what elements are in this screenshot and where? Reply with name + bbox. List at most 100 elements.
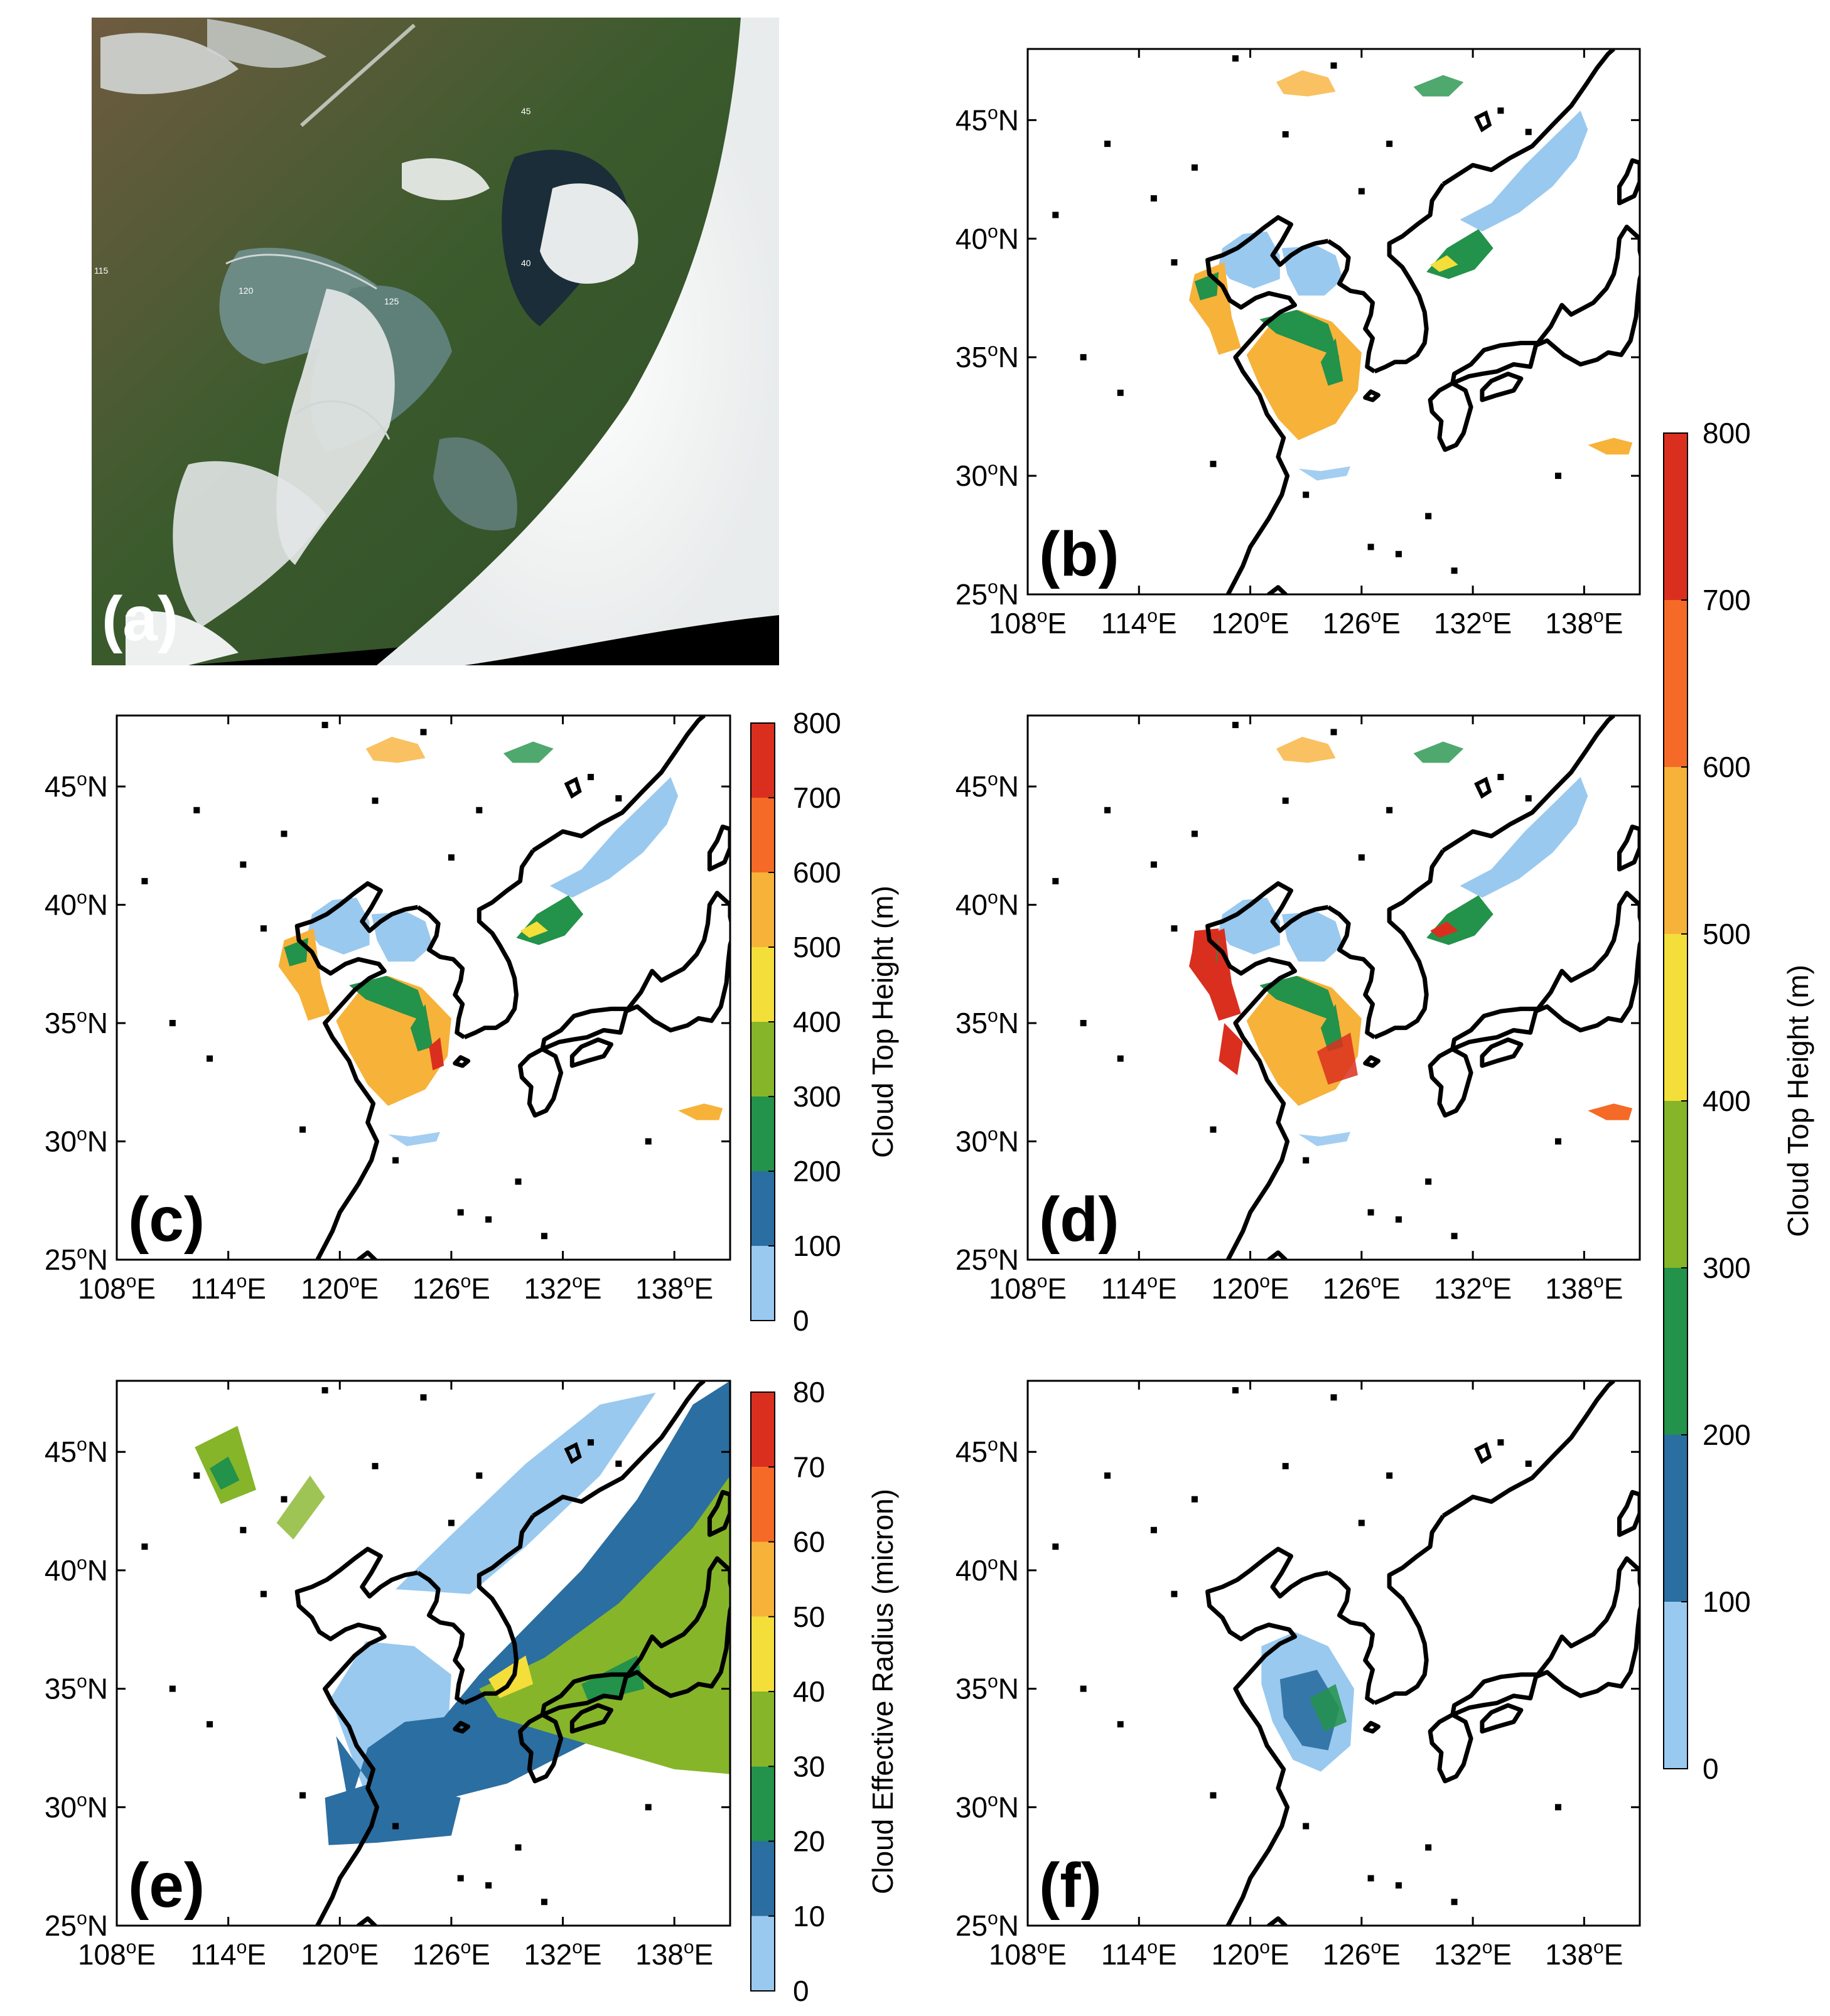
colorbar-swatch <box>751 1692 775 1767</box>
island-speck <box>1282 797 1289 804</box>
colorbar-tick-label: 100 <box>793 1230 841 1262</box>
coastline <box>416 905 466 1039</box>
island-speck <box>1210 1126 1217 1133</box>
colorbar-tick-label: 40 <box>793 1675 825 1708</box>
island-speck <box>1232 55 1239 62</box>
lat-tick-label: 40oN <box>955 1553 1019 1587</box>
island-outline <box>707 1489 730 1537</box>
island-speck <box>1555 1804 1561 1811</box>
colorbar-swatch <box>751 872 775 947</box>
island-outline <box>569 1703 613 1734</box>
cloud-patch-east-sea <box>549 777 679 898</box>
island-outline <box>1363 389 1381 402</box>
island-speck <box>1386 1472 1393 1479</box>
panel-a-satellite: 115 120 125 40 45 (a) <box>92 18 779 665</box>
island-outline <box>1363 1055 1381 1068</box>
cloud-patch-east-sea-core <box>520 921 548 938</box>
colorbar-swatch <box>751 1246 775 1321</box>
lon-tick-label: 138oE <box>1545 606 1623 640</box>
panel-c-frame <box>116 714 731 1261</box>
island-outline <box>540 891 730 1051</box>
lat-tick-label: 35oN <box>955 340 1019 373</box>
island-speck <box>193 807 200 813</box>
island-speck <box>372 1462 379 1469</box>
island-speck <box>1425 1844 1432 1851</box>
island-speck <box>1330 62 1337 69</box>
sat-grid-label-125: 125 <box>384 296 399 306</box>
colorbar-tick-label: 500 <box>1703 918 1751 950</box>
colorbar-tick-label: 30 <box>793 1750 825 1783</box>
coastline <box>1205 881 1329 1260</box>
coastline <box>1327 905 1376 1039</box>
cloud-patch-far-east <box>678 1103 723 1120</box>
island-speck <box>207 1055 213 1062</box>
island-speck <box>1232 1387 1239 1394</box>
island-speck <box>169 1020 176 1027</box>
sat-grid-label-120: 120 <box>239 286 254 296</box>
lat-tick-label: 45oN <box>45 1434 108 1468</box>
colorbar-swatch <box>1664 1101 1687 1268</box>
island-speck <box>1395 1882 1402 1889</box>
cloud-patch-yellow-sea-north <box>349 975 429 1023</box>
cloud-patch-yellow-sea-green <box>1310 1684 1347 1732</box>
island-speck <box>1525 1461 1532 1467</box>
lon-tick-label: 108oE <box>78 1271 156 1305</box>
colorbar-tick-label: 0 <box>1703 1752 1719 1785</box>
lat-tick-label: 30oN <box>955 1789 1019 1823</box>
lat-tick-label: 40oN <box>45 1553 108 1587</box>
coastline <box>416 1570 466 1705</box>
island-speck <box>240 1526 247 1533</box>
island-outline <box>453 1055 471 1068</box>
panel-d-label: (d) <box>1039 1184 1119 1255</box>
colorbar-swatch <box>1664 433 1687 600</box>
lon-tick-label: 138oE <box>635 1271 713 1305</box>
colorbar-tick-label: 60 <box>793 1526 825 1558</box>
colorbar-title: Cloud Top Height (m) <box>866 886 899 1158</box>
colorbar-swatch <box>1664 767 1687 934</box>
island-speck <box>541 1899 547 1906</box>
lon-tick-label: 132oE <box>1434 1271 1512 1305</box>
island-speck <box>141 877 148 884</box>
island-speck <box>260 925 267 932</box>
island-speck <box>1171 1590 1178 1597</box>
lon-tick-label: 120oE <box>1211 606 1289 640</box>
island-speck <box>281 830 288 837</box>
colorbar-cth-large: 0 100 200 300 400 500 600 700 800 Cloud Top Heigh… <box>1663 417 1814 1785</box>
cloud-patch-north-west-core <box>210 1456 240 1490</box>
island-outline <box>1617 158 1640 206</box>
cloud-patch-north <box>365 736 426 763</box>
island-speck <box>372 797 379 804</box>
cloud-patch-red-coast <box>1219 1023 1243 1075</box>
island-speck <box>1210 461 1217 468</box>
colorbar-tick-label: 400 <box>793 1005 841 1038</box>
island-speck <box>1104 807 1111 813</box>
colorbar-tick-label: 800 <box>1703 417 1751 449</box>
island-speck <box>281 1496 288 1503</box>
island-speck <box>1386 807 1393 813</box>
island-speck <box>448 854 455 861</box>
island-speck <box>420 1394 427 1401</box>
island-speck <box>615 795 622 802</box>
cloud-patch-east-china-sea <box>1298 466 1351 481</box>
island-outline <box>1450 891 1640 1051</box>
lat-tick-label: 40oN <box>955 221 1019 255</box>
cloud-patch-east-sea-core <box>1430 921 1458 938</box>
island-outline <box>1363 1720 1381 1734</box>
lon-tick-label: 114oE <box>190 1937 266 1971</box>
colorbar-tick-label: 50 <box>793 1600 825 1633</box>
lon-tick-label: 114oE <box>190 1271 266 1305</box>
lon-tick-label: 120oE <box>301 1271 379 1305</box>
sat-grid-label-45: 45 <box>521 106 531 116</box>
panel-d-frame <box>1026 714 1641 1261</box>
colorbar-tick-label: 300 <box>793 1080 841 1113</box>
island-speck <box>1171 925 1178 932</box>
colorbar-tick-label: 20 <box>793 1825 825 1858</box>
panel-f-frame <box>1026 1380 1641 1927</box>
colorbar-swatch <box>751 1541 775 1617</box>
lat-tick-label: 35oN <box>45 1005 108 1039</box>
colorbar-swatch <box>751 1096 775 1171</box>
